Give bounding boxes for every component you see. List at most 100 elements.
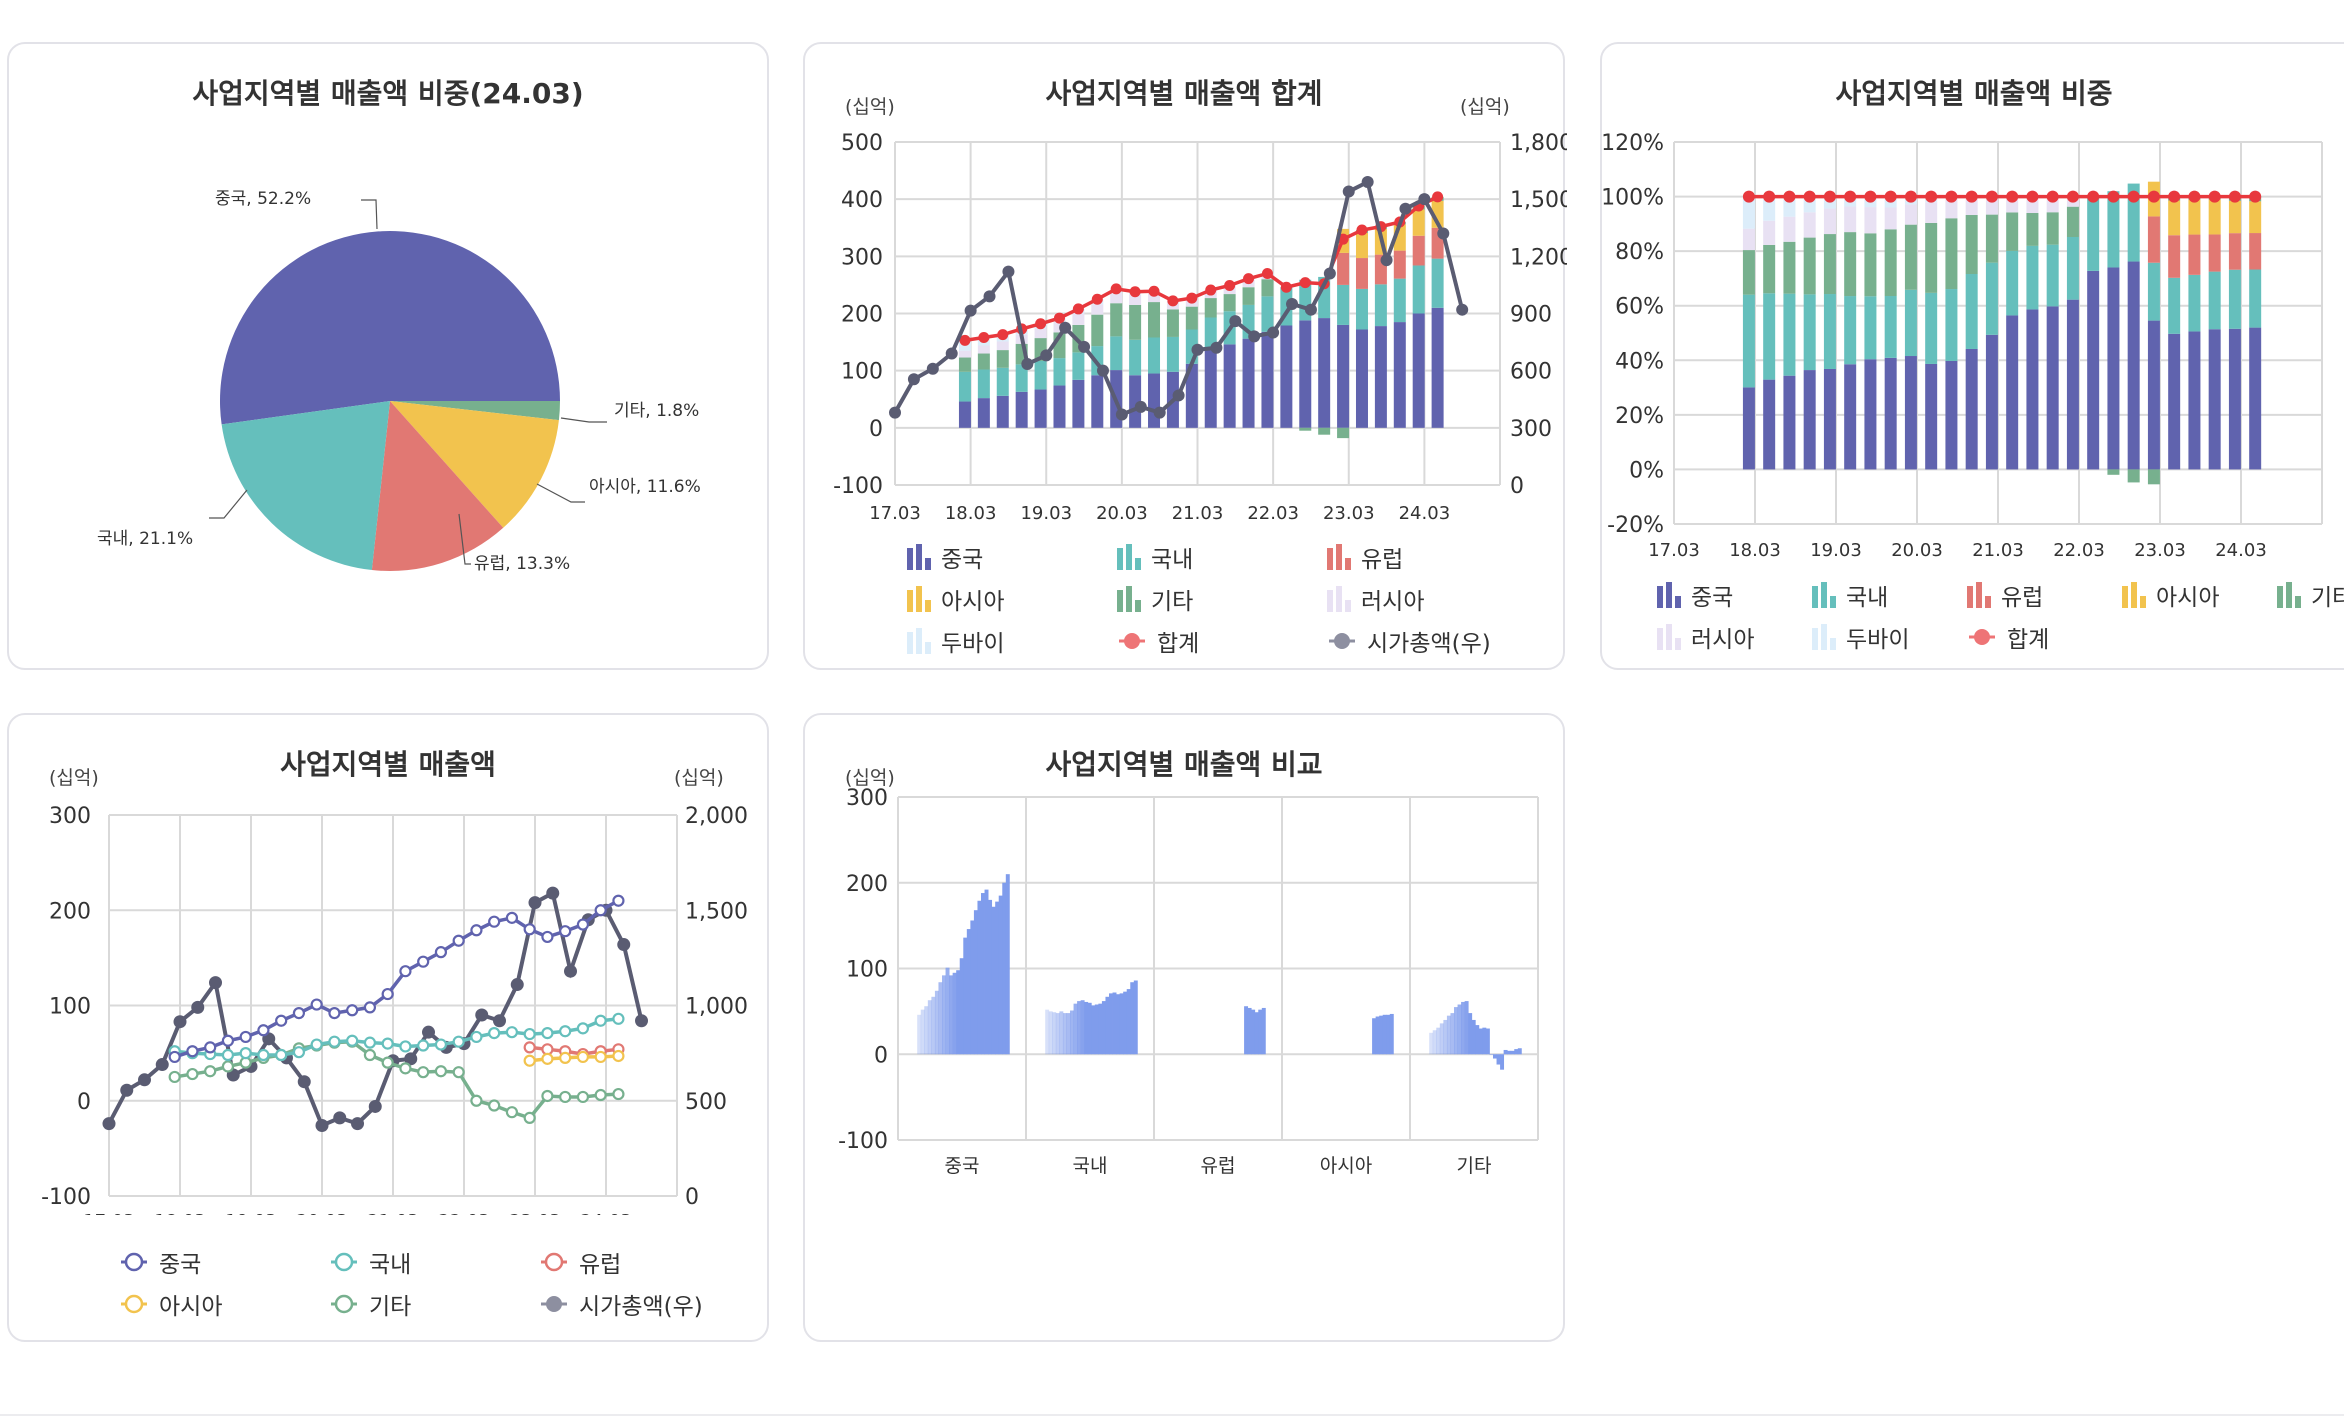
bar-domestic [1073, 1003, 1078, 1055]
bar-domestic [1261, 296, 1274, 332]
legend-item-asia[interactable]: 아시아 [119, 1287, 309, 1321]
legend-item-marketcap[interactable]: 시가총액(우) [1327, 624, 1517, 658]
point-total [1864, 190, 1877, 203]
bar-other [1446, 1015, 1451, 1055]
y-tick-label: 20% [1615, 404, 1664, 429]
point-marketcap [1229, 315, 1242, 328]
pie-label: 아시아, 11.6% [589, 477, 701, 497]
bar-europe [1261, 1007, 1266, 1055]
point-domestic [612, 1012, 625, 1025]
legend-item-other[interactable]: 기타 [2277, 578, 2344, 612]
bar-china [995, 901, 1000, 1055]
bar-other [1514, 1049, 1519, 1055]
point-total [2026, 190, 2039, 203]
hollow-marker-icon [331, 1252, 357, 1272]
bar-domestic [1864, 296, 1877, 360]
legend-label: 합계 [1157, 631, 1200, 657]
bar-china [1148, 373, 1161, 428]
legend-item-domestic[interactable]: 국내 [1812, 578, 1947, 612]
legend-item-europe[interactable]: 유럽 [539, 1245, 729, 1279]
bar-china [1015, 391, 1028, 428]
bar-china [1002, 882, 1007, 1055]
bar-other [958, 357, 971, 372]
point-marketcap [209, 976, 222, 990]
bar-domestic [1823, 294, 1836, 369]
bar-europe [1244, 1006, 1249, 1055]
point-total [1091, 293, 1103, 305]
chart-title: 사업지역별 매출액 비교 [1045, 748, 1323, 781]
bar-domestic [2087, 196, 2100, 271]
x-tick-label: 17.03 [83, 1211, 135, 1215]
bar-domestic [977, 369, 990, 399]
pie-slice-china [220, 231, 560, 425]
bar-europe [1393, 250, 1406, 279]
point-other [488, 1099, 501, 1112]
legend-item-russia[interactable]: 러시아 [1657, 620, 1792, 654]
bar-domestic [1803, 294, 1816, 371]
point-total [2087, 190, 2100, 203]
point-total [1072, 303, 1084, 315]
point-domestic [594, 1014, 607, 1027]
legend-item-europe[interactable]: 유럽 [1967, 578, 2102, 612]
pie-label: 중국, 52.2% [215, 189, 311, 209]
legend-label: 시가총액(우) [579, 1294, 703, 1320]
legend-item-china[interactable]: 중국 [119, 1245, 309, 1279]
bar-europe [2228, 233, 2241, 270]
y-tick-label: -20% [1607, 513, 1664, 538]
chart-title: 사업지역별 매출액 비중 [1835, 77, 2113, 110]
legend-item-china[interactable]: 중국 [907, 540, 1097, 574]
leader-line [560, 417, 607, 423]
point-other [417, 1066, 430, 1079]
point-europe [523, 1041, 536, 1054]
leader-line [458, 513, 471, 565]
legend-item-asia[interactable]: 아시아 [907, 582, 1097, 616]
legend-item-total[interactable]: 합계 [1967, 620, 2102, 654]
legend-item-dubai[interactable]: 두바이 [1812, 620, 1947, 654]
bar-domestic [2127, 183, 2140, 262]
legend-item-domestic[interactable]: 국내 [329, 1245, 519, 1279]
point-domestic [363, 1036, 377, 1049]
bar-series-icon [2122, 582, 2146, 608]
legend-item-total[interactable]: 합계 [1117, 624, 1307, 658]
pie-slice-other [390, 401, 560, 421]
legend-item-china[interactable]: 중국 [1657, 578, 1792, 612]
legend-label: 유럽 [579, 1252, 622, 1278]
legend-item-asia[interactable]: 아시아 [2122, 578, 2257, 612]
bar-other [1318, 427, 1331, 435]
legend-item-europe[interactable]: 유럽 [1327, 540, 1517, 574]
left-axis-unit: (십억) [845, 96, 895, 118]
bar-china [963, 937, 968, 1055]
point-total [1884, 190, 1897, 203]
bar-series-icon [1812, 624, 1836, 650]
legend-item-dubai[interactable]: 두바이 [907, 624, 1097, 658]
bar-china [988, 899, 993, 1055]
point-domestic [523, 1027, 536, 1041]
bar-china [956, 970, 961, 1055]
legend-item-other[interactable]: 기타 [329, 1287, 519, 1321]
point-china [488, 915, 501, 928]
bar-europe [1247, 1007, 1252, 1055]
bar-china [2127, 261, 2140, 470]
legend-item-domestic[interactable]: 국내 [1117, 540, 1307, 574]
legend-item-russia[interactable]: 러시아 [1327, 582, 1517, 616]
bar-china [1965, 348, 1978, 470]
bar-domestic [1783, 293, 1796, 376]
legend-item-other[interactable]: 기타 [1117, 582, 1307, 616]
legend-item-marketcap[interactable]: 시가총액(우) [539, 1287, 729, 1321]
point-marketcap [173, 1015, 187, 1029]
bar-domestic [1109, 993, 1113, 1055]
bar-domestic [2107, 191, 2120, 268]
y2-tick-label: 500 [685, 1090, 727, 1115]
bar-other [1223, 294, 1236, 312]
bar-europe [1337, 252, 1350, 285]
x-tick-label: 21.03 [1972, 540, 2024, 561]
bar-other [1478, 1028, 1483, 1055]
bar-russia [1091, 304, 1104, 315]
point-china [239, 1030, 252, 1044]
bar-china [931, 996, 936, 1055]
chart-title: 사업지역별 매출액 [280, 748, 496, 781]
bar-russia [1864, 207, 1877, 234]
bar-russia [958, 350, 971, 358]
y-tick-label: 0 [77, 1090, 91, 1115]
y-tick-label: 40% [1615, 349, 1664, 374]
